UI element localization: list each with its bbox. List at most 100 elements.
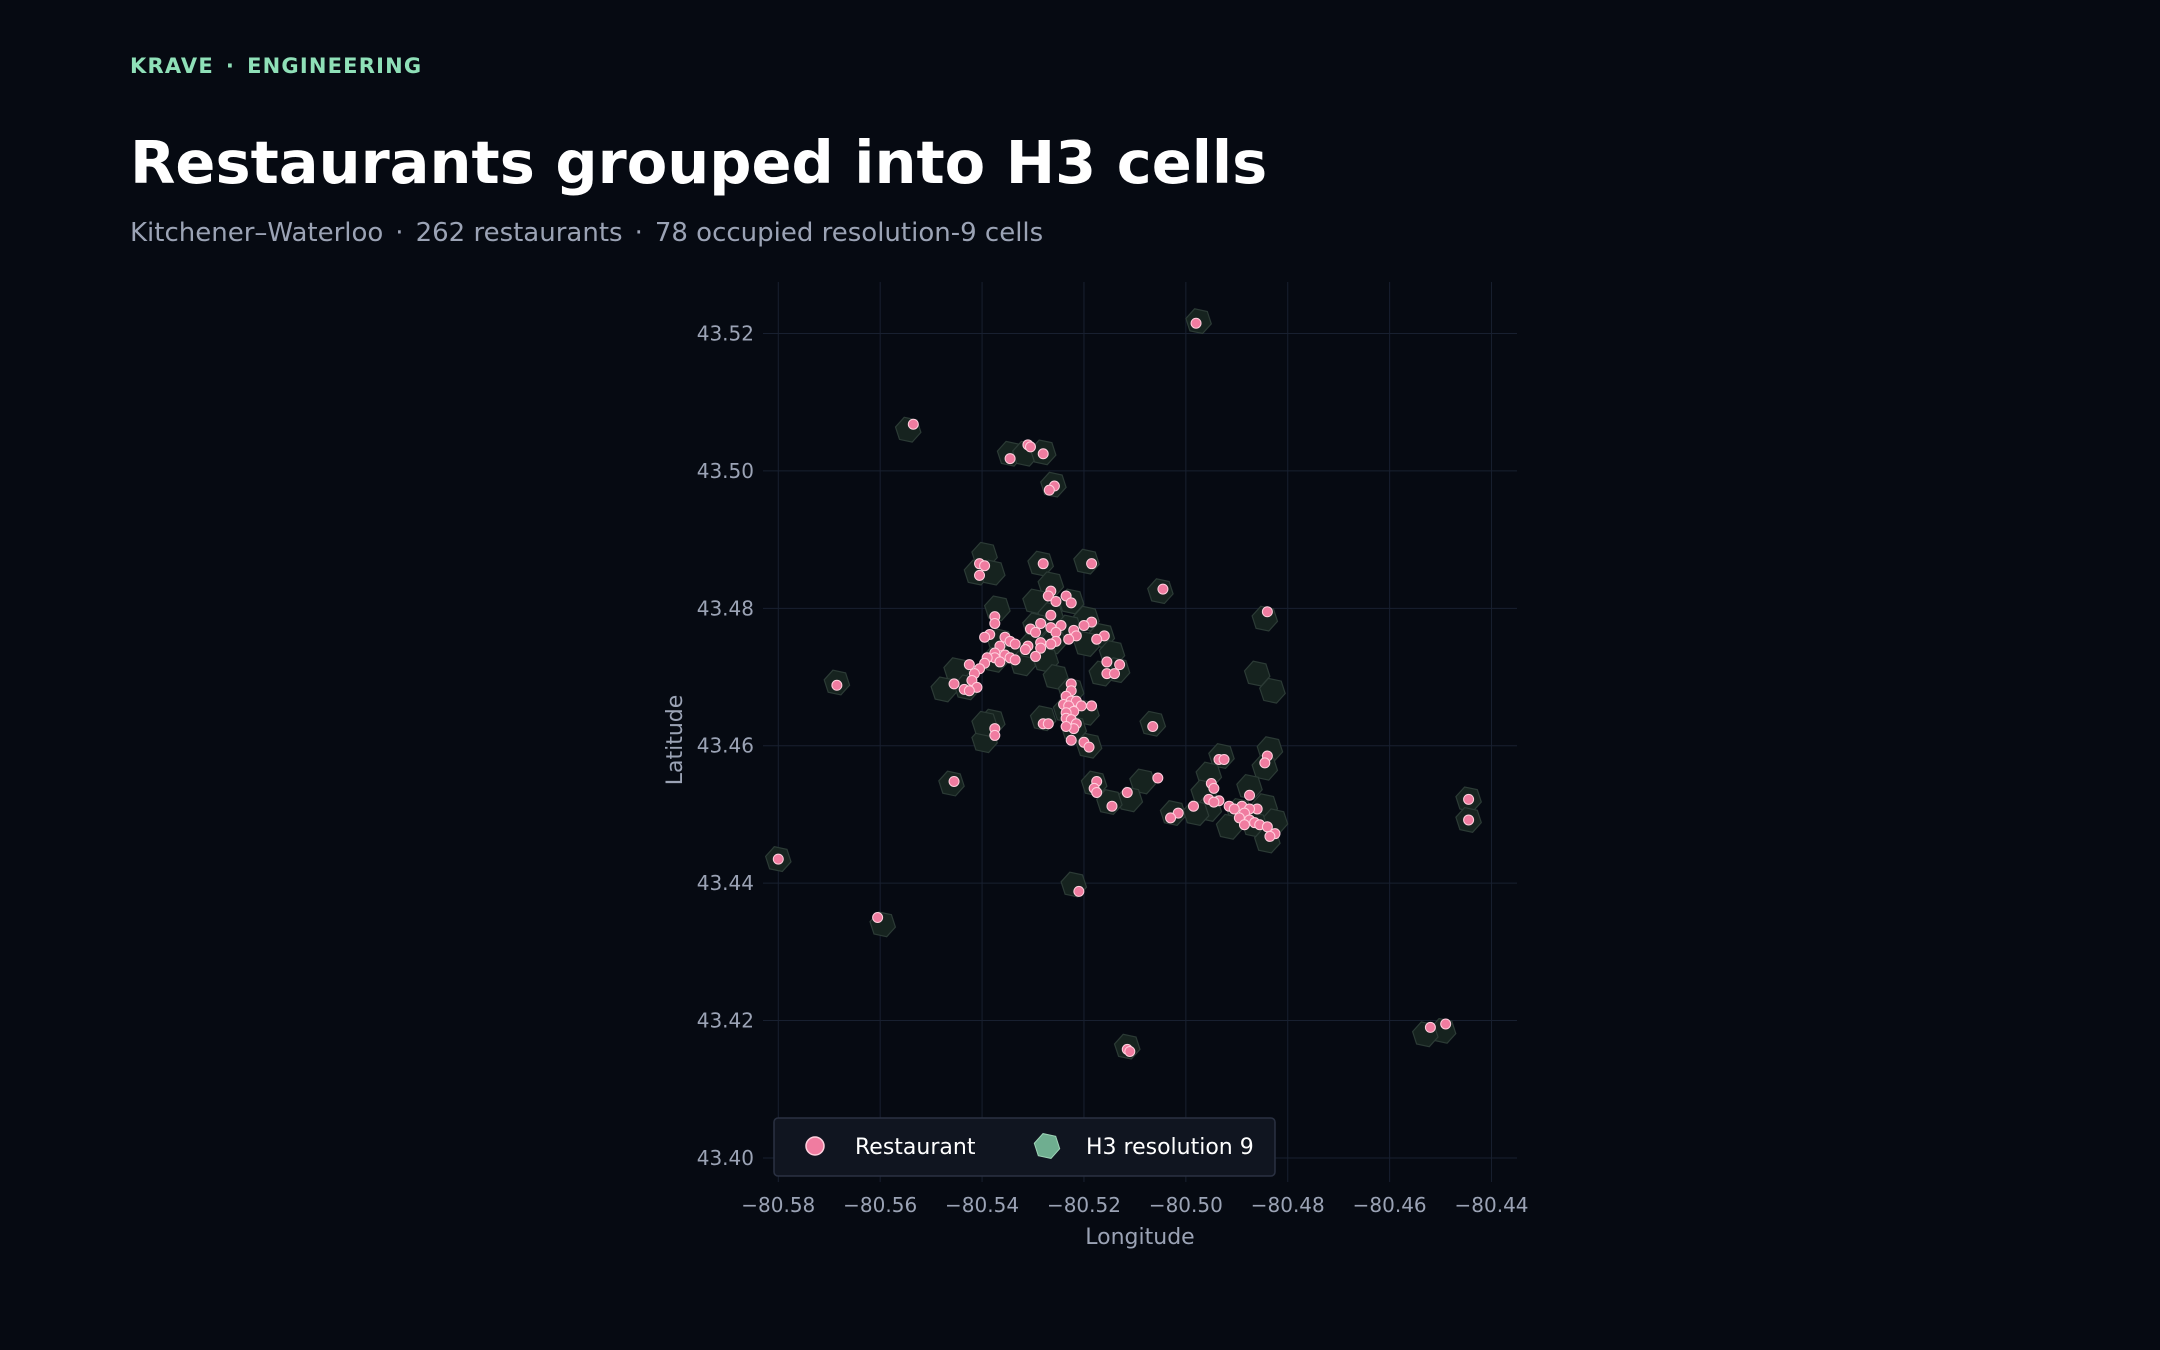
restaurant-point	[1004, 453, 1016, 465]
restaurant-point	[979, 560, 991, 572]
y-tick-label: 43.40	[697, 1146, 754, 1170]
y-tick-label: 43.42	[697, 1009, 754, 1033]
restaurant-point	[1463, 814, 1475, 826]
page-title: Restaurants grouped into H3 cells	[130, 128, 1268, 197]
restaurant-point	[1009, 654, 1021, 666]
restaurant-point	[1165, 812, 1177, 824]
h3-cell	[1129, 768, 1156, 795]
y-tick-label: 43.52	[697, 322, 754, 346]
restaurant-point	[1019, 644, 1031, 656]
brand-label: KRAVE	[130, 54, 214, 78]
legend-hexagon-icon	[1033, 1133, 1061, 1159]
restaurant-point	[1065, 734, 1077, 746]
restaurant-point	[1060, 721, 1072, 733]
legend: Restaurant H3 resolution 9	[773, 1117, 1276, 1177]
restaurant-point	[1045, 609, 1057, 621]
restaurant-point	[1050, 595, 1062, 607]
restaurant-point	[1114, 659, 1126, 671]
restaurant-point	[1208, 796, 1220, 808]
restaurant-point	[1091, 786, 1103, 798]
kicker: KRAVE · ENGINEERING	[130, 54, 422, 78]
h3-cell	[1236, 773, 1263, 800]
restaurant-point	[1083, 741, 1095, 753]
restaurant-point	[1091, 633, 1103, 645]
restaurant-point	[1147, 721, 1159, 733]
restaurant-point	[963, 685, 975, 697]
x-tick-label: −80.50	[1149, 1193, 1223, 1217]
restaurant-point	[1086, 558, 1098, 570]
x-tick-label: −80.58	[741, 1193, 815, 1217]
restaurant-point	[772, 853, 784, 865]
restaurant-point	[1078, 620, 1090, 632]
restaurant-point	[1157, 583, 1169, 595]
restaurant-point	[1121, 786, 1133, 798]
restaurant-point	[1261, 606, 1273, 618]
restaurant-point	[1030, 626, 1042, 638]
restaurant-point	[1009, 638, 1021, 650]
legend-label-restaurant: Restaurant	[855, 1135, 976, 1160]
restaurant-point	[1208, 782, 1220, 794]
legend-restaurant-marker	[805, 1136, 825, 1156]
x-axis-title: Longitude	[1085, 1225, 1194, 1250]
subtitle-cell-count: 78 occupied resolution-9 cells	[654, 218, 1044, 248]
restaurant-point	[1065, 597, 1077, 609]
kicker-separator: ·	[225, 54, 236, 78]
x-tick-label: −80.52	[1047, 1193, 1121, 1217]
restaurant-point	[1035, 642, 1047, 654]
subtitle-restaurant-count: 262 restaurants	[415, 218, 623, 248]
legend-label-h3: H3 resolution 9	[1086, 1135, 1254, 1160]
y-axis-title: Latitude	[663, 695, 688, 786]
restaurant-point	[1086, 700, 1098, 712]
restaurant-point	[1264, 830, 1276, 842]
subtitle-separator: ·	[395, 218, 404, 248]
restaurant-point	[994, 656, 1006, 668]
restaurant-point	[907, 418, 919, 430]
restaurants-layer	[772, 317, 1475, 1057]
restaurant-point	[1218, 753, 1230, 765]
restaurant-point	[1190, 317, 1202, 329]
page-subtitle: Kitchener–Waterloo · 262 restaurants · 78 oc…	[130, 218, 1043, 248]
restaurant-point	[1109, 668, 1121, 680]
x-tick-label: −80.54	[945, 1193, 1019, 1217]
grid-lines	[763, 282, 1517, 1182]
restaurant-point	[1024, 441, 1036, 453]
restaurant-point	[979, 631, 991, 643]
restaurant-point	[1073, 885, 1085, 897]
subtitle-location: Kitchener–Waterloo	[130, 218, 384, 248]
restaurant-point	[1063, 633, 1075, 645]
y-tick-label: 43.50	[697, 459, 754, 483]
x-tick-label: −80.44	[1455, 1193, 1529, 1217]
y-axis-ticks: 43.40 43.42 43.44 43.46 43.48 43.50 43.52	[697, 322, 754, 1170]
restaurant-point	[1030, 650, 1042, 662]
y-tick-label: 43.48	[697, 596, 754, 620]
restaurant-point	[1187, 800, 1199, 812]
restaurant-point	[1228, 803, 1240, 815]
subtitle-separator: ·	[634, 218, 643, 248]
restaurant-point	[1424, 1021, 1436, 1033]
restaurant-point	[1259, 757, 1271, 769]
restaurant-point	[1042, 718, 1054, 730]
restaurant-point	[1037, 558, 1049, 570]
h3-cell	[1259, 677, 1286, 704]
restaurant-point	[963, 659, 975, 671]
restaurant-point	[989, 617, 1001, 629]
legend-box	[773, 1117, 1276, 1177]
y-tick-label: 43.46	[697, 734, 754, 758]
restaurant-point	[1035, 617, 1047, 629]
restaurant-point	[1244, 789, 1256, 801]
restaurant-point	[872, 911, 884, 923]
h3-cells-layer	[764, 308, 1482, 1060]
restaurant-point	[1043, 484, 1055, 496]
restaurant-point	[1152, 772, 1164, 784]
restaurant-point	[1101, 656, 1113, 668]
restaurant-point	[1037, 448, 1049, 460]
restaurant-point	[1106, 800, 1118, 812]
y-tick-label: 43.44	[697, 871, 754, 895]
restaurant-point	[948, 775, 960, 787]
restaurant-point	[1042, 590, 1054, 602]
restaurant-point	[1238, 819, 1250, 831]
section-label: ENGINEERING	[247, 54, 423, 78]
restaurant-point	[1045, 638, 1057, 650]
x-tick-label: −80.48	[1251, 1193, 1325, 1217]
